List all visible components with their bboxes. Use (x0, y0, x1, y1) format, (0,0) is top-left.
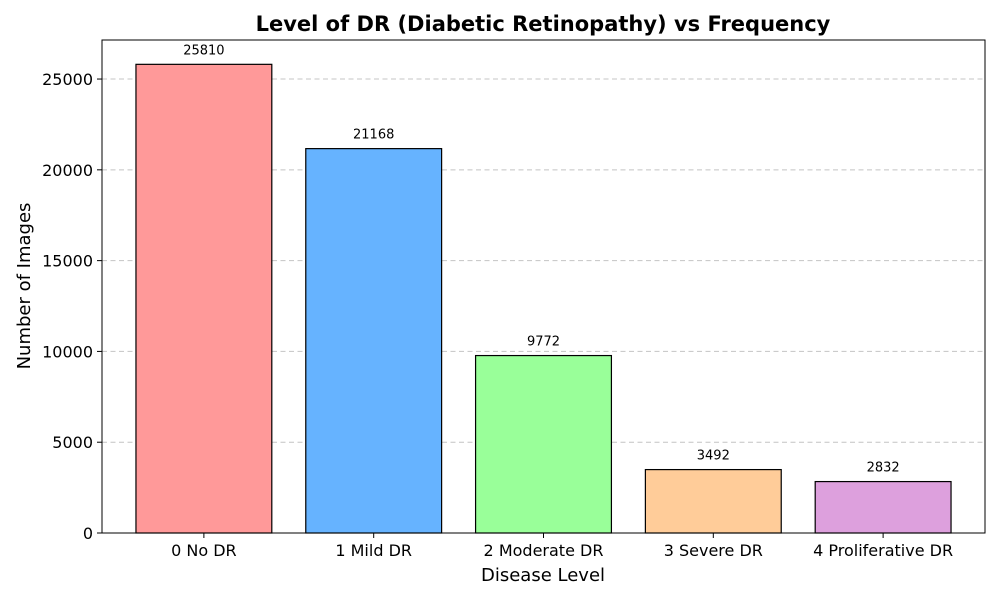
y-tick-label: 0 (83, 524, 93, 543)
y-tick-label: 10000 (42, 342, 93, 361)
x-tick-label: 2 Moderate DR (484, 541, 604, 560)
bar (305, 148, 443, 534)
x-axis-label: Disease Level (481, 565, 605, 586)
bar (474, 354, 613, 534)
y-tick-label: 20000 (42, 161, 93, 180)
data-label: 25810 (183, 43, 224, 58)
x-tick-label: 1 Mild DR (335, 541, 412, 560)
y-axis-ticks: 0 5000 10000 15000 20000 25000 (42, 70, 102, 543)
chart-title: Level of DR (Diabetic Retinopathy) vs Fr… (256, 12, 831, 36)
data-label: 9772 (527, 335, 560, 350)
x-tick-label: 3 Severe DR (664, 541, 763, 560)
bar (135, 63, 273, 534)
y-tick-label: 15000 (42, 252, 93, 271)
x-axis-ticks: 0 No DR 1 Mild DR 2 Moderate DR 3 Severe DR… (171, 533, 953, 560)
x-tick-label: 0 No DR (171, 541, 237, 560)
data-label: 2832 (867, 461, 900, 476)
bar (814, 480, 952, 534)
bars (135, 63, 952, 534)
x-tick-label: 4 Proliferative DR (813, 541, 953, 560)
y-tick-label: 5000 (52, 433, 93, 452)
y-tick-label: 25000 (42, 70, 93, 89)
data-label: 3492 (697, 449, 730, 464)
data-label: 21168 (353, 128, 394, 143)
y-axis-label: Number of Images (14, 203, 35, 370)
bar (644, 468, 782, 534)
value-labels: 25810 21168 9772 3492 2832 (183, 43, 899, 475)
